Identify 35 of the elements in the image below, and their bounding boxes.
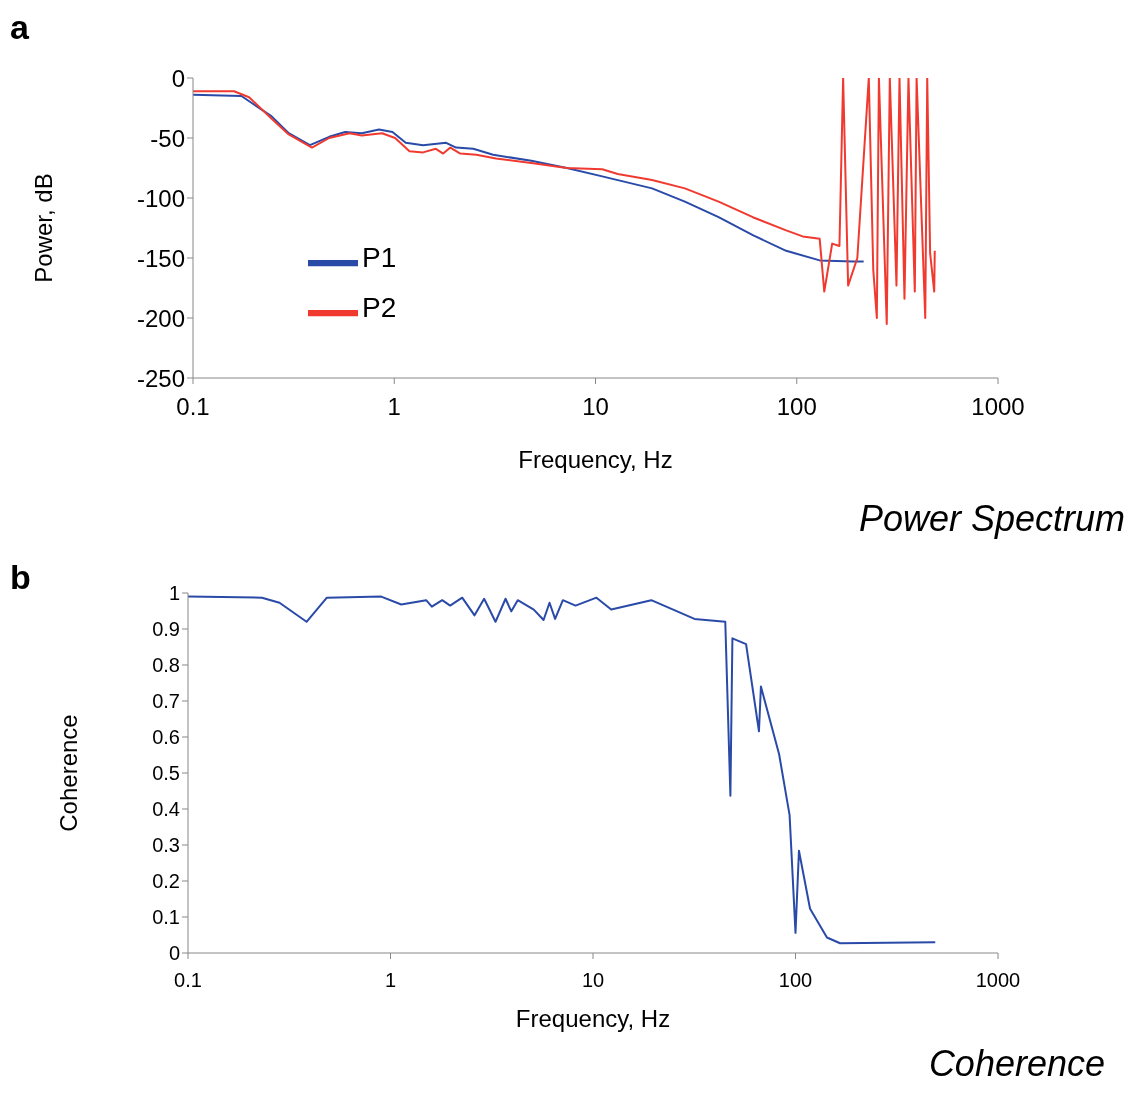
y-tick-label: -150	[136, 244, 185, 272]
x-tick-label: 100	[778, 969, 813, 992]
y-tick-label: 0.9	[152, 618, 180, 641]
x-tick-label: 1	[384, 969, 397, 992]
y-tick-label: 0.4	[152, 798, 180, 821]
y-tick-label: 0.6	[152, 726, 180, 749]
x-tick-label: 100	[776, 393, 817, 421]
y-tick-label: -200	[136, 304, 185, 332]
y-tick-label: 0.1	[152, 906, 180, 929]
y-axis-title: Coherence	[54, 714, 82, 832]
x-tick-label: 1000	[971, 393, 1025, 421]
text: a	[10, 8, 29, 47]
y-tick-label: 0.5	[152, 762, 180, 785]
text: Power Spectrum	[858, 498, 1125, 540]
y-tick-label: 0.2	[152, 870, 180, 893]
x-tick-label: 1	[387, 393, 401, 421]
y-tick-label: 0.7	[152, 690, 180, 713]
text: b	[10, 558, 31, 597]
y-tick-label: -100	[136, 184, 185, 212]
text: Coherence	[928, 1043, 1105, 1085]
x-tick-label: 1000	[975, 969, 1021, 992]
y-tick-label: 0.3	[152, 834, 180, 857]
y-tick-label: 0	[168, 942, 180, 965]
y-tick-label: -50	[150, 124, 185, 152]
x-axis-title: Frequency, Hz	[518, 446, 673, 473]
y-axis-title: Power, dB	[29, 173, 57, 283]
y-tick-label: 1	[168, 582, 180, 605]
legend-label: P2	[362, 292, 397, 324]
y-tick-label: 0.8	[152, 654, 180, 677]
legend-label: P1	[362, 242, 397, 274]
x-axis-title: Frequency, Hz	[515, 1005, 671, 1032]
x-tick-label: 10	[582, 393, 609, 421]
y-tick-label: -250	[136, 364, 185, 392]
x-tick-label: 10	[581, 969, 605, 992]
y-tick-label: 0	[171, 64, 185, 92]
